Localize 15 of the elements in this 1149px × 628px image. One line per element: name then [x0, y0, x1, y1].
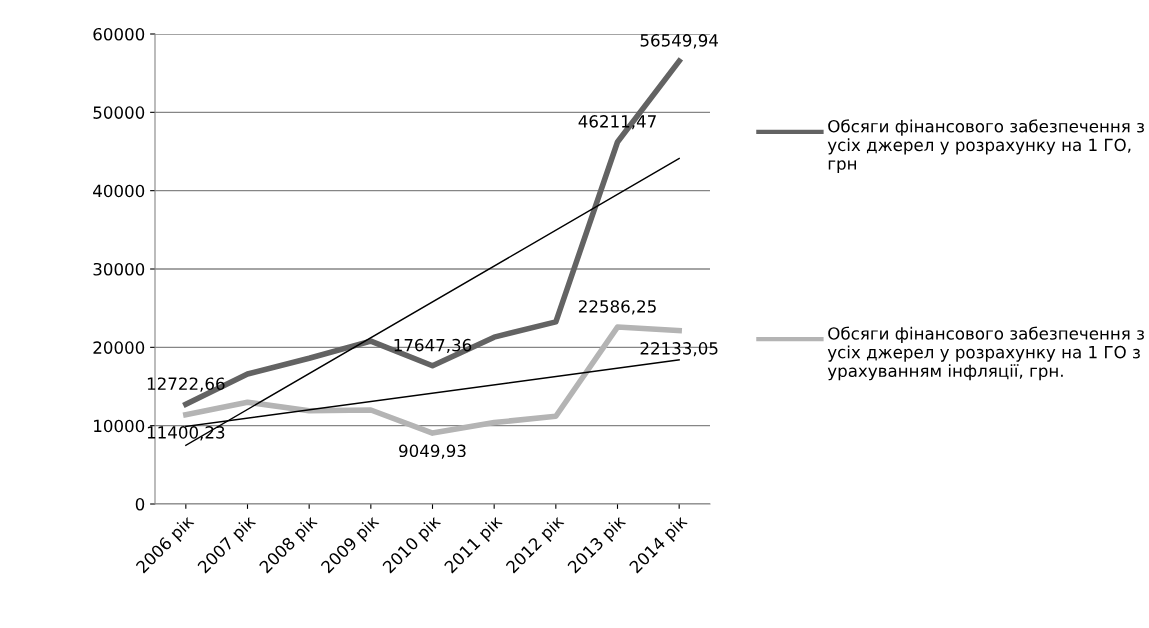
- legend-label: Обсяги фінансового забезпечення з усіх джерел у розрахунку на 1 ГО, грн: [827, 119, 1144, 174]
- y-tick-label: 10000: [94, 419, 145, 433]
- data-label: 56549,94: [640, 34, 718, 49]
- y-tick-label: 30000: [93, 262, 145, 276]
- y-tick-label: 20000: [93, 341, 145, 354]
- y-tick-label: 60000: [93, 27, 145, 41]
- legend-label: Обсяги фінансового забезпечення з усіх джерел у розрахунку на 1 ГО з урахуванням інфляції, грн.: [827, 326, 1144, 381]
- data-label: 9049,93: [399, 444, 466, 459]
- y-tick-label: 0: [135, 497, 145, 511]
- data-label: 22133,05: [640, 342, 718, 357]
- data-label: 12722,66: [147, 377, 225, 392]
- data-label: 17647,36: [394, 338, 472, 354]
- y-tick-label: 50000: [93, 106, 145, 119]
- data-label: 22586,25: [578, 300, 656, 315]
- y-tick-label: 40000: [93, 184, 145, 198]
